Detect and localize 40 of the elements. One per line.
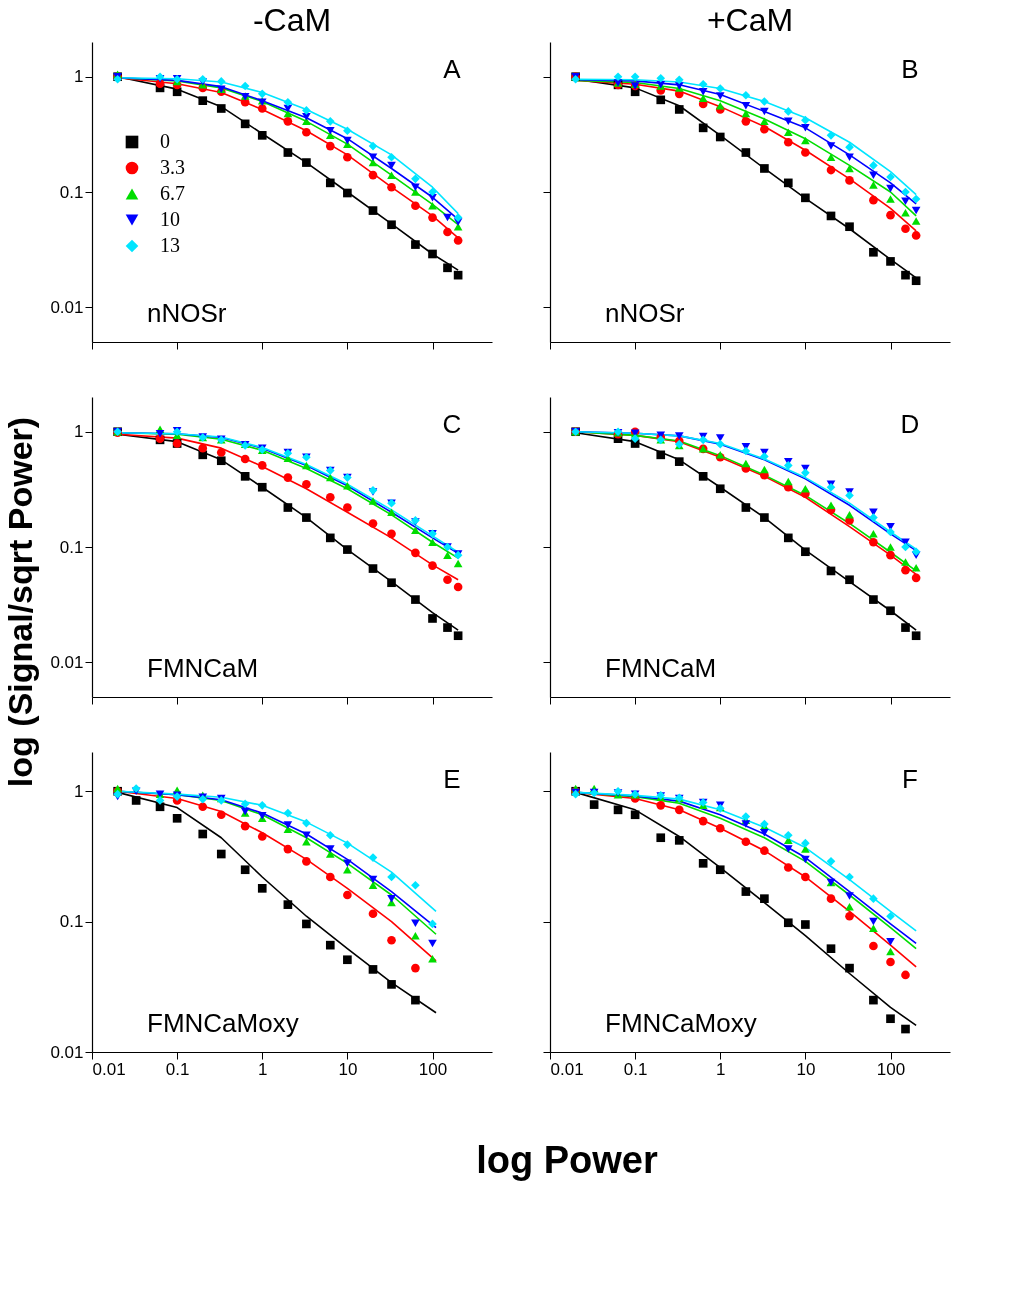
chart-title: +CaM [706, 2, 794, 38]
y-tick-label: 1 [74, 67, 84, 87]
annotation: nNOSr [605, 298, 685, 328]
y-tick-label: 1 [74, 781, 84, 801]
y-tick-label: 0.01 [50, 297, 84, 317]
y-tick-label: 0.1 [59, 182, 84, 202]
annotation: B [901, 54, 919, 84]
x-tick-label: 1 [258, 1059, 268, 1079]
chart-title: -CaM [252, 2, 332, 38]
x-tick-label: 0.1 [165, 1059, 190, 1079]
x-axis-title: log Power [476, 1139, 658, 1181]
y-tick-label: 1 [74, 422, 84, 442]
y-tick-label: 0.1 [59, 537, 84, 557]
y-tick-label: 0.01 [50, 1042, 84, 1062]
legend-label: 0 [160, 130, 170, 152]
x-tick-label: 10 [796, 1059, 816, 1079]
legend-label: 3.3 [160, 156, 185, 178]
annotation: FMNCaMoxy [147, 1008, 299, 1038]
legend-label: 13 [160, 234, 180, 256]
x-tick-label: 0.01 [550, 1059, 584, 1079]
y-axis-title: log (Signal/sqrt Power) [1, 416, 39, 788]
y-tick-label: 0.01 [50, 652, 84, 672]
annotation: A [443, 54, 462, 84]
x-tick-label: 100 [418, 1059, 448, 1079]
x-tick-label: 0.01 [92, 1059, 126, 1079]
legend-label: 6.7 [160, 182, 185, 204]
x-tick-label: 0.1 [623, 1059, 648, 1079]
x-tick-label: 10 [338, 1059, 358, 1079]
y-tick-label: 0.1 [59, 912, 84, 932]
legend-label: 10 [160, 208, 180, 230]
annotation: FMNCaM [605, 653, 717, 683]
annotation: D [900, 409, 920, 439]
annotation: C [442, 409, 462, 439]
annotation: F [902, 764, 918, 794]
x-tick-label: 100 [876, 1059, 906, 1079]
annotation: FMNCaM [147, 653, 259, 683]
annotation: E [443, 764, 461, 794]
x-tick-label: 1 [716, 1059, 726, 1079]
annotation: nNOSr [147, 298, 227, 328]
annotation: FMNCaMoxy [605, 1008, 757, 1038]
